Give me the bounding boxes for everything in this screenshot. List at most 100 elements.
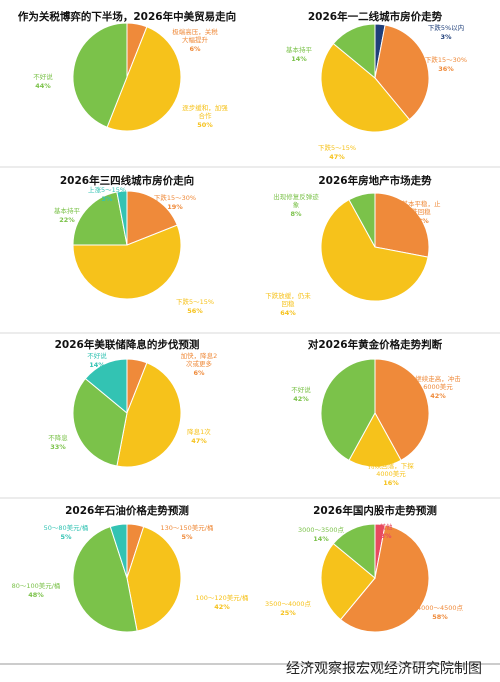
slice-label: 极端高压，关税大幅提升 xyxy=(172,27,218,44)
slice-value-label: 8% xyxy=(290,210,302,218)
slice-value-label: 42% xyxy=(293,395,309,403)
slice-label: 下跌5～15% xyxy=(318,143,356,152)
slice-label: 4000～4500点 xyxy=(417,604,464,612)
pie-slice xyxy=(106,26,182,132)
slice-value-label: 28% xyxy=(413,217,429,225)
slice-value-label: 19% xyxy=(167,203,183,211)
slice-value-label: 5% xyxy=(60,533,72,541)
slice-value-label: 25% xyxy=(280,609,296,617)
pie-slice xyxy=(72,22,128,128)
pie-slice xyxy=(320,542,376,621)
pie-slice xyxy=(374,24,430,121)
slice-value-label: 5% xyxy=(181,533,193,541)
slice-value-label: 48% xyxy=(28,591,44,599)
slice-label: 其他 xyxy=(380,522,394,531)
slice-label: 3000～3500点 xyxy=(298,526,345,534)
slice-value-label: 14% xyxy=(313,535,329,543)
slice-value-label: 16% xyxy=(383,479,399,487)
pie-slice xyxy=(126,190,178,246)
chart-title: 作为关税博弈的下半场，2026年中美贸易走向 xyxy=(18,10,236,23)
pie-slice xyxy=(320,358,376,461)
slice-label: 下跌15～30% xyxy=(425,55,467,64)
pie-slice xyxy=(348,192,376,248)
slice-label: 下跌放缓，仍未回稳 xyxy=(265,291,311,308)
pie-slice xyxy=(332,523,376,580)
slice-value-label: 3% xyxy=(101,195,113,203)
chart-title: 2026年一二线城市房价走势 xyxy=(308,10,443,23)
pie-slice xyxy=(72,526,138,633)
slice-value-label: 6% xyxy=(193,369,205,377)
slice-label: 基本持平 xyxy=(286,45,313,54)
pie-slice xyxy=(126,526,182,632)
slice-label: 基本持平 xyxy=(54,206,81,215)
slice-label: 出现修复反弹迹象 xyxy=(273,192,319,209)
pie-slice xyxy=(84,358,128,415)
slice-value-label: 44% xyxy=(35,82,51,90)
slice-value-label: 42% xyxy=(214,603,230,611)
slice-value-label: 56% xyxy=(187,307,203,315)
pie-slice xyxy=(348,411,402,468)
slice-value-label: 47% xyxy=(191,437,207,445)
slice-label: 下跌5%以内 xyxy=(428,23,464,32)
slice-value-label: 50% xyxy=(197,121,213,129)
slice-label: 继续走高，冲击 6000美元 xyxy=(415,374,461,391)
slice-value-label: 58% xyxy=(432,613,448,621)
slice-label: 50～80美元/桶 xyxy=(44,523,89,532)
pie-slice xyxy=(72,224,182,300)
slice-label: 下跌5～15% xyxy=(176,297,214,306)
slice-value-label: 22% xyxy=(59,216,75,224)
slice-label: 加快，降息2 次或更多 xyxy=(181,351,218,368)
slice-label: 持续回落，下探 4000美元 xyxy=(368,461,414,478)
slice-value-label: 14% xyxy=(291,55,307,63)
slice-value-label: 14% xyxy=(89,361,105,369)
slice-label: 基本平稳，止跌回稳 xyxy=(402,199,442,216)
pie-slice xyxy=(72,191,128,246)
slice-label: 100～120美元/桶 xyxy=(195,593,248,602)
pie-slice xyxy=(116,362,182,468)
slice-label: 不好说 xyxy=(291,385,311,394)
slice-value-label: 36% xyxy=(438,65,454,73)
slice-value-label: 3% xyxy=(380,532,392,540)
pie-slice xyxy=(72,377,128,467)
pie-chart-7: 2026年石油价格走势预测130～150美元/桶5%100～120美元/桶42%… xyxy=(12,504,249,633)
slice-label: 下跌15～30% xyxy=(154,193,196,202)
slice-value-label: 42% xyxy=(430,392,446,400)
slice-label: 不降息 xyxy=(48,433,68,442)
slice-label: 降息1次 xyxy=(187,427,211,436)
slice-label: 上涨5～15% xyxy=(88,185,126,194)
pie-slice xyxy=(116,190,128,246)
slice-value-label: 6% xyxy=(189,45,201,53)
pie-slice xyxy=(320,42,411,133)
slice-label: 3500～4000点 xyxy=(265,600,312,608)
chart-title: 对2026年黄金价格走势判断 xyxy=(308,338,443,351)
slice-value-label: 47% xyxy=(329,153,345,161)
slice-label: 逐步缓和，加强合作 xyxy=(182,103,228,120)
pie-slice xyxy=(109,523,128,579)
slice-value-label: 3% xyxy=(440,33,452,41)
slice-label: 80～100美元/桶 xyxy=(12,581,61,590)
chart-title: 2026年房地产市场走势 xyxy=(318,174,432,187)
footer-source: 经济观察报宏观经济研究院制图 xyxy=(286,661,482,677)
slice-label: 不好说 xyxy=(33,72,53,81)
chart-title: 2026年美联储降息的步伐预测 xyxy=(55,338,200,351)
pie-slice xyxy=(332,23,376,80)
slice-value-label: 64% xyxy=(280,309,296,317)
pie-slice xyxy=(320,199,429,302)
pie-slice xyxy=(339,524,430,633)
slice-value-label: 33% xyxy=(50,443,66,451)
pie-slice xyxy=(374,192,430,258)
pie-slice xyxy=(374,358,430,461)
chart-title: 2026年国内股市走势预测 xyxy=(313,504,437,517)
slice-label: 130～150美元/桶 xyxy=(160,523,213,532)
slice-label: 不好说 xyxy=(87,351,107,360)
chart-title: 2026年三四线城市房价走向 xyxy=(60,174,194,187)
chart-title: 2026年石油价格走势预测 xyxy=(65,504,189,517)
